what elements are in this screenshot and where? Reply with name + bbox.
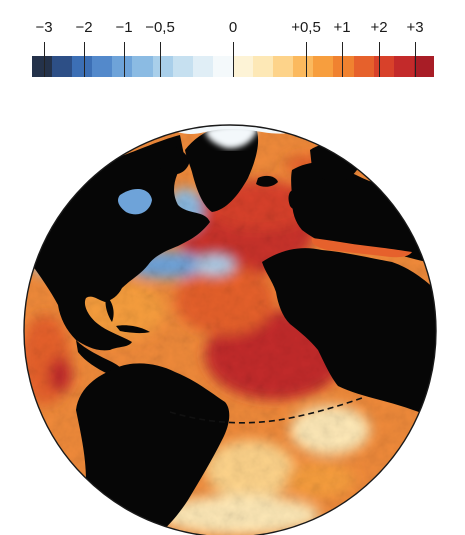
legend-tick-mark xyxy=(342,42,343,77)
legend-tick-mark xyxy=(160,42,161,77)
legend-tick-label-plus-3: +3 xyxy=(406,19,424,36)
legend-swatch xyxy=(132,56,153,77)
legend-swatch xyxy=(373,56,394,77)
land-florida xyxy=(105,296,114,322)
legend-swatch xyxy=(333,56,354,77)
legend-swatch xyxy=(112,56,133,77)
legend-tick-mark xyxy=(233,42,234,77)
land-europe xyxy=(291,162,436,265)
land-british-isles xyxy=(288,189,302,210)
land-baffin-island xyxy=(149,144,190,175)
legend-swatch xyxy=(92,56,113,77)
legend-swatch xyxy=(172,56,193,77)
legend-swatch xyxy=(152,56,173,77)
legend-swatch xyxy=(52,56,73,77)
legend-tick-label-plus-0-5: +0,5 xyxy=(291,19,321,36)
legend-tick-label-plus-1: +1 xyxy=(333,19,351,36)
legend-swatch xyxy=(293,56,314,77)
legend-tick-mark xyxy=(415,42,416,77)
legend-swatch xyxy=(393,56,414,77)
legend-tick-mark xyxy=(306,42,307,77)
legend-tick-mark xyxy=(124,42,125,77)
legend-swatch xyxy=(232,56,254,77)
legend-tick-label-minus-2: −2 xyxy=(75,19,93,36)
atlantic-front-line xyxy=(169,397,363,424)
legend-tick-mark xyxy=(44,42,45,77)
legend-tick-label-minus-3: −3 xyxy=(35,19,53,36)
land-iceland xyxy=(256,175,278,187)
temperature-anomaly-legend: −3 −2 −1 −0,5 0 +0,5 +1 +2 +3 xyxy=(0,0,465,85)
arctic-sea-ice-greenland xyxy=(205,125,258,149)
land-africa xyxy=(262,248,436,420)
globe-outline xyxy=(23,124,437,535)
legend-swatch xyxy=(32,56,53,77)
water-hudson-bay xyxy=(118,188,152,215)
legend-swatch xyxy=(253,56,274,77)
legend-swatch xyxy=(192,56,213,77)
legend-tick-label-zero: 0 xyxy=(228,19,238,36)
legend-swatch xyxy=(353,56,374,77)
legend-tick-label-plus-2: +2 xyxy=(370,19,388,36)
legend-swatch xyxy=(313,56,334,77)
legend-colorbar xyxy=(32,56,434,77)
legend-swatch xyxy=(212,56,233,77)
legend-swatch xyxy=(413,56,434,77)
legend-tick-label-minus-1: −1 xyxy=(115,19,133,36)
legend-swatch xyxy=(72,56,93,77)
water-mediterranean xyxy=(311,238,412,258)
land-cuba xyxy=(116,325,150,334)
legend-tick-mark xyxy=(379,42,380,77)
land-south-america xyxy=(76,363,230,535)
legend-tick-label-minus-0-5: −0,5 xyxy=(145,19,175,36)
legend-tick-mark xyxy=(84,42,85,77)
legend-swatch xyxy=(273,56,294,77)
